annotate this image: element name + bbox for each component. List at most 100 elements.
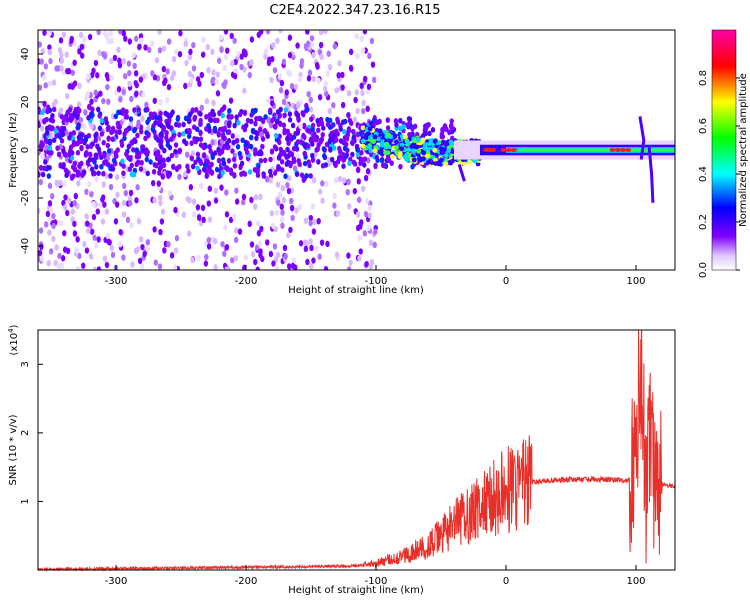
spectrogram-y-ticks: -40 -20 0 20 40 <box>20 48 43 254</box>
heatmap-cell <box>196 156 201 162</box>
heatmap-cell <box>143 44 148 51</box>
heatmap-cell <box>187 70 193 78</box>
heatmap-cell <box>305 30 310 35</box>
heatmap-cell <box>198 142 204 148</box>
heatmap-cell <box>210 139 215 146</box>
heatmap-cell <box>42 74 47 81</box>
heatmap-cell <box>143 150 149 156</box>
heatmap-cell <box>268 156 273 163</box>
heatmap-cell <box>281 98 287 106</box>
heatmap-cell <box>383 150 388 155</box>
heatmap-cell <box>277 191 282 198</box>
heatmap-cell <box>121 30 127 37</box>
heatmap-cell <box>357 234 362 242</box>
heatmap-cell <box>60 131 65 137</box>
heatmap-cell <box>368 263 374 270</box>
heatmap-spike <box>647 145 655 203</box>
heatmap-cell <box>186 230 192 237</box>
snr-y-tick-label: 2 <box>20 430 31 436</box>
heatmap-cell <box>299 58 305 65</box>
heatmap-cell <box>348 259 353 267</box>
heatmap-cell <box>278 30 283 34</box>
heatmap-cell <box>206 243 212 250</box>
heatmap-cell <box>200 204 206 212</box>
heatmap-cell <box>47 48 53 56</box>
heatmap-cell <box>283 253 288 260</box>
heatmap-cell <box>72 220 77 228</box>
heatmap-cell <box>440 133 446 140</box>
heatmap-cell <box>233 236 239 244</box>
heatmap-spike <box>638 116 646 160</box>
heatmap-cell <box>59 51 64 59</box>
heatmap-cell <box>206 67 211 74</box>
heatmap-cell <box>275 37 280 44</box>
heatmap-cell <box>278 87 284 94</box>
heatmap-cell <box>115 120 121 127</box>
heatmap-cell <box>87 33 93 41</box>
heatmap-cell <box>249 36 255 43</box>
heatmap-cell <box>171 133 176 139</box>
heatmap-cell <box>173 247 179 254</box>
heatmap-cell <box>422 142 428 147</box>
heatmap-cell <box>190 256 195 264</box>
heatmap-cell <box>114 174 120 181</box>
heatmap-cell <box>42 30 47 36</box>
heatmap-cell <box>287 52 293 59</box>
heatmap-cell <box>86 115 91 121</box>
heatmap-cell <box>151 111 157 117</box>
heatmap-cell <box>256 230 262 237</box>
heatmap-cell <box>177 163 182 170</box>
heatmap-cell <box>65 109 71 115</box>
heatmap-cell <box>131 146 136 153</box>
heatmap-cell <box>104 261 110 269</box>
heatmap-cell <box>427 130 432 137</box>
heatmap-cell <box>240 137 245 144</box>
heatmap-cell <box>90 166 95 173</box>
heatmap-cell <box>177 51 183 58</box>
heatmap-cell <box>334 87 339 94</box>
heatmap-cell <box>190 163 196 170</box>
heatmap-cell <box>262 128 268 134</box>
heatmap-cell <box>406 116 412 122</box>
heatmap-cell <box>121 199 127 207</box>
heatmap-cell <box>355 166 361 174</box>
heatmap-cell <box>197 214 202 222</box>
heatmap-cell <box>181 130 186 137</box>
heatmap-cell <box>327 63 333 71</box>
heatmap-cell <box>260 136 266 142</box>
heatmap-cell <box>135 184 140 191</box>
heatmap-cell <box>467 159 473 165</box>
heatmap-cell <box>255 172 261 179</box>
heatmap-cell <box>426 141 432 147</box>
heatmap-cell <box>384 141 390 147</box>
heatmap-cell <box>225 47 230 54</box>
heatmap-cell <box>108 30 113 37</box>
heatmap-cell <box>101 51 106 58</box>
heatmap-cell <box>244 149 250 156</box>
heatmap-cell <box>355 131 361 138</box>
heatmap-cell <box>319 53 324 61</box>
heatmap-cell <box>281 122 287 128</box>
heatmap-cell <box>213 150 218 156</box>
heatmap-cell <box>416 148 422 154</box>
heatmap-cell <box>303 245 309 253</box>
heatmap-cell <box>402 134 408 140</box>
heatmap-cell <box>346 111 351 119</box>
heatmap-cell <box>44 116 49 123</box>
heatmap-cell <box>192 124 197 130</box>
heatmap-cell <box>43 137 49 144</box>
heatmap-cell <box>241 199 246 206</box>
heatmap-cell <box>447 159 453 165</box>
heatmap-cell <box>360 143 366 149</box>
heatmap-cell <box>213 237 218 245</box>
heatmap-cell <box>226 129 232 135</box>
heatmap-cell <box>337 175 343 183</box>
heatmap-cell <box>134 161 139 168</box>
colorbar-label: Normalized spectral amplitude <box>738 73 749 227</box>
heatmap-cell <box>87 157 92 163</box>
heatmap-cell <box>137 257 143 265</box>
heatmap-cell <box>264 176 270 183</box>
heatmap-cell <box>308 173 313 179</box>
heatmap-cell <box>187 53 193 61</box>
heatmap-cell <box>148 159 153 165</box>
